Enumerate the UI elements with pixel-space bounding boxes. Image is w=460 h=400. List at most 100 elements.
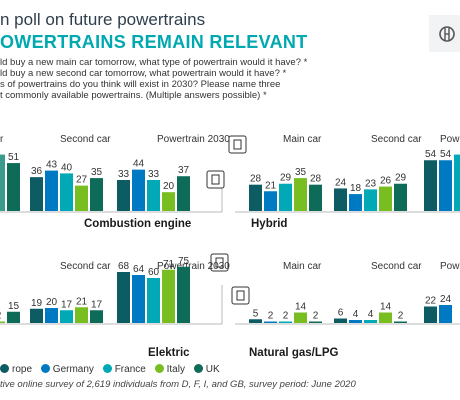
legend-label: Italy	[166, 364, 185, 375]
data-label: 40	[61, 162, 73, 173]
legend-item-uk: UK	[193, 364, 220, 375]
legend-label: France	[114, 364, 146, 375]
group-label: r	[0, 134, 4, 145]
data-label: 21	[76, 296, 88, 307]
bar	[30, 177, 43, 211]
panel-title: Hybrid	[251, 218, 287, 230]
bar	[334, 318, 347, 323]
data-label: 2	[268, 311, 274, 322]
gas-nozzle-icon	[231, 286, 250, 305]
data-label: 14	[295, 302, 307, 313]
data-label: 51	[8, 152, 20, 163]
bar	[117, 179, 130, 211]
bar	[349, 194, 362, 211]
legend-swatch-icon	[154, 364, 164, 373]
bar	[162, 269, 175, 323]
data-label: 17	[61, 299, 73, 310]
data-label: 2	[283, 311, 289, 322]
bar	[45, 308, 58, 323]
bar	[264, 321, 277, 323]
icon-frame	[210, 253, 229, 272]
data-label: 54	[440, 149, 452, 160]
data-label: 54	[425, 149, 437, 160]
bar	[90, 310, 103, 323]
legend-item-france: France	[102, 364, 146, 375]
data-label: 2	[0, 311, 2, 322]
data-label: 2	[313, 311, 319, 322]
data-label: 29	[395, 173, 407, 184]
data-label: 68	[118, 261, 130, 272]
bar	[394, 321, 407, 323]
bar	[364, 320, 377, 323]
data-label: 33	[118, 169, 130, 180]
data-label: 22	[425, 296, 437, 307]
data-label: 60	[148, 267, 160, 278]
bar	[294, 178, 307, 211]
data-label: 21	[265, 180, 277, 191]
data-label: 23	[365, 178, 377, 189]
battery-icon	[210, 253, 229, 272]
data-label: 26	[380, 176, 392, 187]
data-label: 43	[46, 160, 58, 171]
chart-panel: Elektric215Second car1920172117Powertrai…	[0, 253, 230, 359]
bar	[349, 320, 362, 323]
bar	[0, 321, 5, 323]
data-label: 28	[250, 174, 262, 185]
bar	[0, 154, 5, 211]
data-label: 20	[46, 297, 58, 308]
data-label: 2	[398, 311, 404, 322]
page-subtitle: OWERTRAINS REMAIN RELEVANT	[0, 32, 308, 52]
panel-title: Natural gas/LPG	[249, 347, 339, 359]
data-label: 71	[163, 259, 175, 270]
group-label: Powert	[440, 261, 460, 272]
bar	[177, 176, 190, 211]
bar	[177, 266, 190, 323]
group-label: Second car	[371, 134, 422, 145]
legend-swatch-icon	[102, 364, 112, 373]
legend-swatch-icon	[40, 364, 50, 373]
legend-item-europe: rope	[0, 364, 32, 375]
combustion-engine-icon	[206, 170, 225, 189]
bar	[279, 183, 292, 211]
data-label: 4	[353, 309, 359, 320]
bar	[439, 160, 452, 211]
icon-glyph	[233, 139, 242, 150]
data-label: 35	[91, 167, 103, 178]
data-label: 14	[380, 302, 392, 313]
data-label: 44	[133, 159, 145, 170]
group-label: Powert	[440, 134, 460, 145]
legend-swatch-icon	[193, 364, 203, 373]
data-label: 5	[253, 308, 259, 319]
footnote: tive online survey of 2,619 individuals …	[0, 379, 356, 390]
bar	[7, 163, 20, 211]
bar	[147, 179, 160, 211]
data-label: 35	[295, 167, 307, 178]
bar	[439, 305, 452, 323]
data-label: 20	[163, 181, 175, 192]
bar	[75, 307, 88, 323]
group-label: Powertrain 2030	[157, 134, 230, 145]
bar	[424, 160, 437, 211]
legend-label: UK	[205, 364, 220, 375]
data-label: 19	[31, 298, 43, 309]
bar	[309, 321, 322, 323]
legend: rope Germany France Italy UK	[0, 364, 226, 375]
icon-frame	[206, 170, 225, 189]
data-label: 27	[76, 175, 88, 186]
data-label: 15	[8, 301, 20, 312]
bar	[364, 189, 377, 211]
bar	[162, 192, 175, 211]
data-label: 28	[310, 174, 322, 185]
group-label: Powertrain 2030	[157, 261, 230, 272]
data-label: 29	[280, 173, 292, 184]
bar	[379, 312, 392, 323]
bar	[75, 185, 88, 211]
question-3: s of powertrains do you think will exist…	[0, 79, 281, 90]
data-label: 17	[91, 299, 103, 310]
brand-logo	[429, 15, 460, 52]
bar	[117, 272, 130, 323]
bar	[379, 186, 392, 211]
data-label: 64	[133, 264, 145, 275]
